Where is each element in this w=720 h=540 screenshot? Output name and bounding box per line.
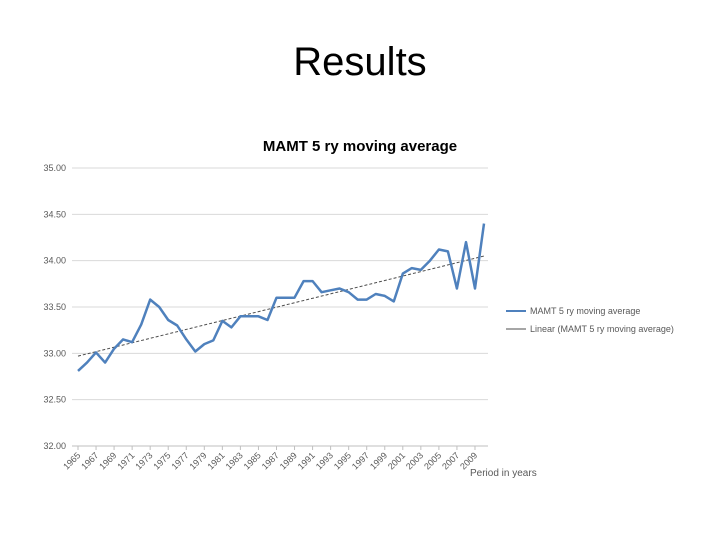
- x-tick-label: 2003: [404, 450, 425, 471]
- trendline: [77, 255, 485, 357]
- gridlines: [72, 167, 488, 447]
- y-tick-label: 34.00: [43, 256, 66, 266]
- y-tick-label: 32.00: [43, 441, 66, 451]
- series-group: [77, 223, 486, 372]
- y-tick-label: 34.50: [43, 209, 66, 219]
- y-tick-label: 32.50: [43, 395, 66, 405]
- x-tick-label: 1977: [169, 450, 190, 471]
- x-tick-label: 2005: [422, 450, 443, 471]
- x-tick-label: 1967: [79, 450, 100, 471]
- legend: MAMT 5 ry moving average Linear (MAMT 5 r…: [506, 306, 674, 334]
- x-tick-label: 1983: [224, 450, 245, 471]
- x-tick-label: 1991: [296, 450, 317, 471]
- x-axis-label: Period in years: [470, 468, 537, 479]
- x-tick-label: 1997: [350, 450, 371, 471]
- x-tick-label: 1979: [187, 450, 208, 471]
- x-tick-label: 1965: [61, 450, 82, 471]
- legend-series-label: MAMT 5 ry moving average: [530, 306, 640, 316]
- y-tick-label: 35.00: [43, 163, 66, 173]
- x-tick-label: 1985: [242, 450, 263, 471]
- x-tick-label: 1975: [151, 450, 172, 471]
- x-tick-label: 1987: [260, 450, 281, 471]
- x-tick-label: 1989: [278, 450, 299, 471]
- y-axis-ticks: 32.00 32.50 33.00 33.50 34.00 34.50 35.00: [43, 163, 66, 451]
- x-tick-label: 1995: [332, 450, 353, 471]
- x-tick-label: 1969: [97, 450, 118, 471]
- slide-title: Results: [293, 40, 427, 84]
- x-tick-label: 1971: [115, 450, 136, 471]
- legend-trend-label: Linear (MAMT 5 ry moving average): [530, 324, 674, 334]
- x-tick-label: 1999: [368, 450, 389, 471]
- x-tick-label: 1993: [314, 450, 335, 471]
- x-tick-label: 1973: [133, 450, 154, 471]
- trendline-group: [77, 255, 485, 357]
- chart-title: MAMT 5 ry moving average: [263, 138, 457, 155]
- y-tick-label: 33.00: [43, 348, 66, 358]
- x-tick-label: 1981: [206, 450, 227, 471]
- series-line: [77, 223, 486, 372]
- y-tick-label: 33.50: [43, 302, 66, 312]
- x-axis-ticks: 1965196719691971197319751977197919811983…: [61, 446, 479, 472]
- x-tick-label: 2001: [386, 450, 407, 471]
- x-tick-label: 2007: [440, 450, 461, 471]
